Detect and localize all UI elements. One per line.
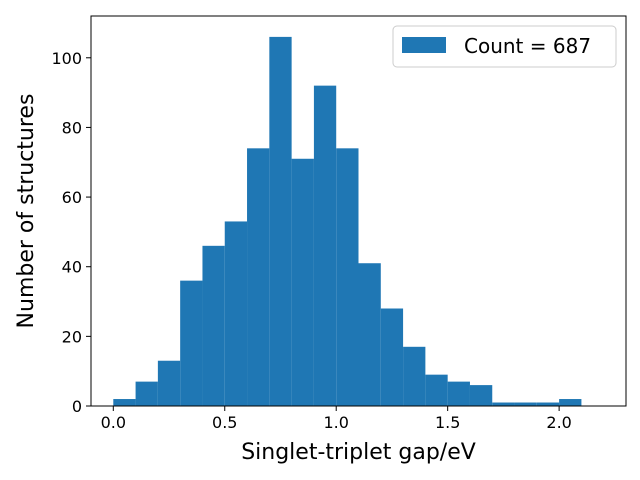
x-tick-label: 0.5 [212,413,237,432]
histogram-bar [135,381,158,406]
bars-group [113,36,582,407]
histogram-bar [380,308,404,406]
y-tick-label: 100 [51,49,82,68]
histogram-bar [358,263,381,406]
histogram-bar [269,36,292,407]
y-tick-label: 60 [62,188,82,207]
histogram-bar [224,221,248,406]
legend: Count = 687 [392,25,617,68]
plot-frame [90,15,627,407]
histogram-bar [514,402,537,406]
x-tick-label: 1.0 [323,413,348,432]
x-axis-label: Singlet-triplet gap/eV [241,440,476,465]
legend-label: Count = 687 [464,34,591,58]
y-tick-label: 20 [62,327,82,346]
histogram-bar [536,402,560,406]
legend-swatch [402,37,446,53]
histogram-bar [157,360,181,406]
histogram-bar [425,374,448,406]
y-tick-label: 80 [62,118,82,137]
histogram-bar [559,399,582,406]
histogram-bar [313,85,337,407]
y-tick-label: 0 [72,397,82,416]
histogram-bar [447,381,470,406]
x-tick-label: 2.0 [546,413,571,432]
histogram-bar [113,399,136,406]
x-tick-label: 1.5 [435,413,460,432]
ticks-group: 0.0 0.5 1.0 1.5 2.0 0 20 40 60 80 100 [51,49,571,432]
histogram-bar [492,402,515,406]
histogram-bar [403,346,426,406]
legend-frame [392,25,617,68]
histogram-bar [202,245,225,406]
x-tick-label: 0.0 [101,413,126,432]
histogram-bar [247,148,270,407]
histogram-bar [180,280,203,406]
y-tick-label: 40 [62,258,82,277]
y-axis-label: Number of structures [14,94,39,329]
histogram-bar [291,158,314,406]
histogram-bar [336,148,359,407]
histogram-bar [469,385,493,406]
